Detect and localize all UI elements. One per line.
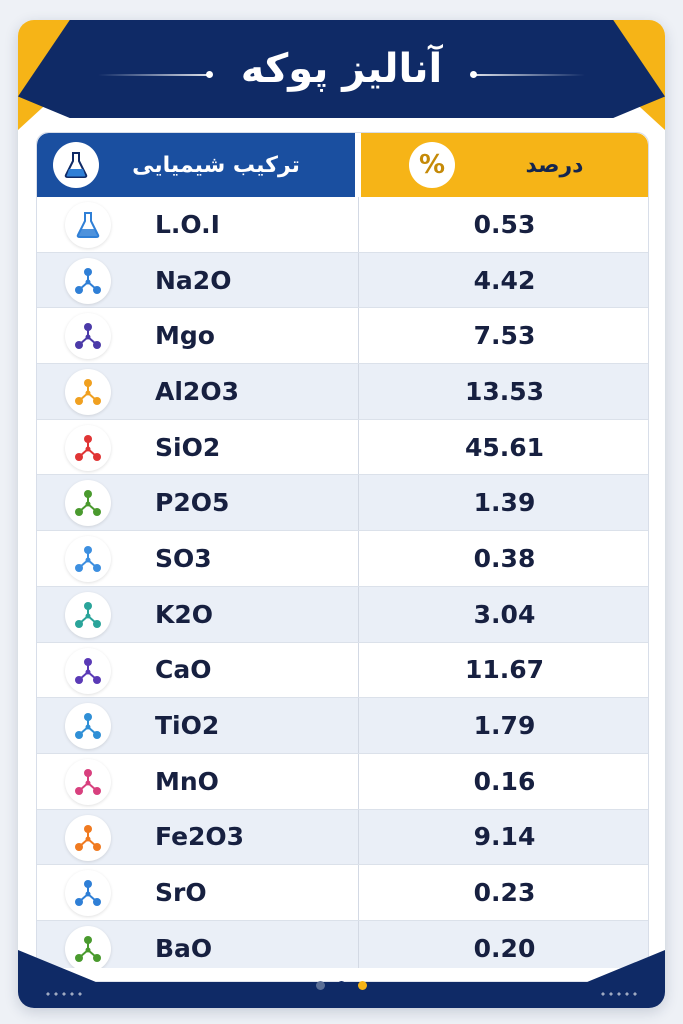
percent-value: 13.53	[464, 376, 545, 406]
molecule-icon	[65, 313, 111, 360]
table-row: MnO 0.16	[37, 753, 648, 810]
pager-dot[interactable]	[316, 981, 325, 990]
page-title: آنالیز پوکه	[240, 46, 443, 92]
table-row: SrO 0.23	[37, 865, 648, 921]
percent-value: 0.38	[473, 543, 536, 573]
footer-decor-dots-right	[599, 992, 639, 996]
column-divider	[358, 475, 359, 531]
table-row: SO3 0.38	[37, 531, 648, 587]
molecule-icon	[65, 870, 111, 917]
percent-value: 0.53	[473, 209, 536, 239]
percent-value: 0.16	[473, 766, 536, 796]
column-divider	[358, 865, 359, 920]
pager-dot[interactable]	[358, 981, 367, 990]
header-banner: آنالیز پوکه	[18, 20, 665, 118]
table-row: CaO 11.67	[37, 642, 648, 699]
formula-label: SrO	[155, 878, 207, 908]
percent-value: 3.04	[473, 599, 536, 629]
header-decor-line-left	[98, 74, 208, 76]
percent-value: 9.14	[473, 822, 536, 852]
analysis-card: آنالیز پوکه ترکیب شیمیایی % درصد L.O.I 0.…	[18, 20, 665, 1008]
column-divider	[358, 753, 359, 809]
formula-label: P2O5	[155, 488, 230, 518]
formula-label: MnO	[155, 766, 219, 796]
column-divider	[358, 531, 359, 586]
percent-value: 0.20	[473, 933, 536, 963]
column-divider	[358, 197, 359, 252]
column-divider	[358, 308, 359, 364]
table-row: P2O5 1.39	[37, 475, 648, 532]
table-row: BaO 0.20	[37, 920, 648, 969]
formula-label: K2O	[155, 599, 214, 629]
percent-value: 0.23	[473, 878, 536, 908]
molecule-icon	[65, 814, 111, 861]
percent-value: 7.53	[473, 321, 536, 351]
column-divider	[358, 809, 359, 865]
formula-label: Fe2O3	[155, 822, 245, 852]
table-row: Al2O3 13.53	[37, 364, 648, 420]
formula-label: Mgo	[155, 321, 215, 351]
column-divider	[358, 642, 359, 698]
pager-dot[interactable]	[337, 981, 346, 990]
molecule-icon	[65, 536, 111, 583]
table-row: Na2O 4.42	[37, 252, 648, 309]
column-divider	[358, 920, 359, 969]
molecule-icon	[65, 480, 111, 527]
composition-column-header: ترکیب شیمیایی	[37, 133, 355, 197]
percent-value: 4.42	[473, 265, 536, 295]
molecule-icon	[65, 925, 111, 969]
pager	[18, 981, 665, 990]
molecule-icon	[65, 647, 111, 694]
table-row: TiO2 1.79	[37, 698, 648, 754]
percent-column-header: % درصد	[361, 133, 648, 197]
molecule-icon	[65, 369, 111, 416]
molecule-icon	[65, 424, 111, 471]
header-decor-line-right	[475, 74, 585, 76]
table-row: Fe2O3 9.14	[37, 809, 648, 866]
column-divider	[358, 586, 359, 642]
table-body: L.O.I 0.53 Na2O 4.42 Mgo 7.53 Al2O3 13.53 SiO2 45…	[37, 197, 648, 969]
molecule-icon	[65, 257, 111, 304]
molecule-icon	[65, 591, 111, 638]
percent-header-label: درصد	[525, 152, 584, 178]
percent-value: 11.67	[464, 655, 545, 685]
formula-label: BaO	[155, 933, 213, 963]
table-row: L.O.I 0.53	[37, 197, 648, 253]
percent-value: 1.39	[473, 488, 536, 518]
column-divider	[358, 419, 359, 475]
composition-header-label: ترکیب شیمیایی	[132, 152, 300, 178]
footer-wave	[18, 968, 665, 982]
flask-icon	[65, 202, 111, 248]
percent-value: 1.79	[473, 711, 536, 741]
table-row: SiO2 45.61	[37, 419, 648, 476]
table-row: K2O 3.04	[37, 586, 648, 643]
percent-value: 45.61	[464, 432, 545, 462]
formula-label: TiO2	[155, 711, 220, 741]
formula-label: SO3	[155, 543, 212, 573]
percent-icon: %	[409, 142, 455, 188]
footer-decor-dots-left	[44, 992, 84, 996]
table-row: Mgo 7.53	[37, 308, 648, 365]
formula-label: L.O.I	[155, 209, 220, 239]
header-decor-dot-right	[470, 71, 477, 78]
formula-label: CaO	[155, 655, 212, 685]
formula-label: Al2O3	[155, 376, 239, 406]
column-divider	[358, 698, 359, 753]
header-decor-dot-left	[206, 71, 213, 78]
molecule-icon	[65, 758, 111, 805]
column-divider	[358, 364, 359, 419]
formula-label: Na2O	[155, 265, 232, 295]
flask-icon	[53, 142, 99, 188]
molecule-icon	[65, 703, 111, 750]
formula-label: SiO2	[155, 432, 221, 462]
column-divider	[358, 252, 359, 308]
composition-table: ترکیب شیمیایی % درصد L.O.I 0.53 Na2O 4.42 Mg…	[36, 132, 649, 970]
